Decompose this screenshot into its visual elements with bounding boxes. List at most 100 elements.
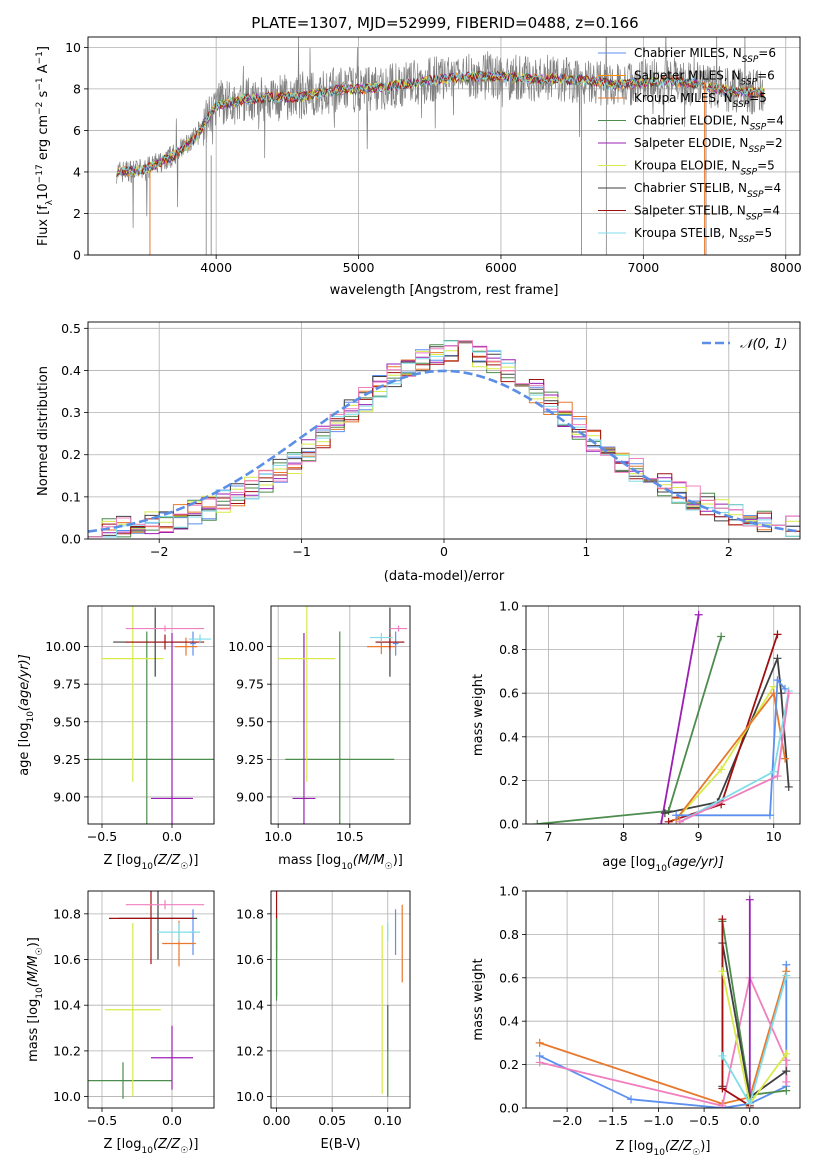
label-part: )] bbox=[188, 853, 198, 868]
label-part: )] bbox=[188, 1137, 198, 1152]
weight-marker bbox=[535, 1038, 544, 1047]
tick-label-y: 9.50 bbox=[53, 714, 81, 729]
tick-label-x: −1 bbox=[292, 544, 310, 559]
label-part: −1 bbox=[35, 77, 45, 90]
weight-line bbox=[660, 614, 700, 824]
tick-label-y: 10.0 bbox=[53, 1089, 81, 1104]
axes-frame bbox=[87, 605, 215, 825]
label-part: Kroupa STELIB, N bbox=[634, 226, 738, 240]
data-point bbox=[88, 631, 214, 824]
model-spectrum bbox=[116, 70, 765, 178]
tick-label-x: 10.5 bbox=[336, 829, 364, 844]
model-spectrum bbox=[116, 71, 765, 178]
weight-marker bbox=[535, 1058, 544, 1067]
data-point bbox=[88, 1062, 172, 1099]
weight-marker bbox=[782, 1067, 791, 1076]
tick-label-x: 4000 bbox=[200, 260, 232, 275]
data-point bbox=[188, 634, 212, 644]
data-point bbox=[392, 631, 399, 656]
label-part: s bbox=[36, 90, 51, 101]
x-axis-label: age [log10(age/yr)] bbox=[602, 855, 724, 874]
label-part: )] bbox=[393, 853, 403, 868]
plot-area bbox=[88, 891, 205, 1099]
tick-label-x: 0.05 bbox=[318, 1113, 346, 1128]
label-part: Salpeter STELIB, N bbox=[634, 204, 746, 218]
label-part: SSP bbox=[746, 213, 763, 223]
tick-label-y: 4 bbox=[73, 164, 81, 179]
label-part: SSP bbox=[733, 100, 750, 110]
label-part: SSP bbox=[747, 190, 764, 200]
label-part: −2 bbox=[35, 102, 45, 115]
weight-marker bbox=[717, 765, 726, 774]
legend-entry: Kroupa MILES, NSSP=5 bbox=[634, 91, 767, 110]
data-point bbox=[174, 637, 198, 656]
x-axis-label: Z [log10(Z/Z☉)] bbox=[104, 1137, 199, 1156]
label-part: ☉ bbox=[180, 1146, 188, 1156]
weight-line bbox=[539, 971, 788, 1105]
label-part: 10 bbox=[655, 864, 667, 874]
tick-label-x: 2 bbox=[725, 544, 733, 559]
plot-area bbox=[116, 37, 765, 255]
label-part: (age/yr)] bbox=[17, 654, 32, 711]
label-part: =4 bbox=[766, 114, 784, 128]
label-part: (M/M bbox=[26, 955, 41, 987]
tick-label-y: 0.0 bbox=[499, 1101, 519, 1116]
tick-label-x: −2.0 bbox=[552, 1113, 582, 1128]
y-axis-label: mass weight bbox=[471, 674, 486, 756]
data-point bbox=[104, 922, 161, 1097]
label-part: (Z/Z bbox=[153, 853, 181, 868]
tick-label-y: 0.0 bbox=[61, 532, 81, 547]
tick-label-y: 10.00 bbox=[45, 639, 81, 654]
label-part: Chabrier MILES, N bbox=[634, 46, 742, 60]
tick-label-y: 9.00 bbox=[53, 789, 81, 804]
weight-marker bbox=[769, 767, 778, 776]
tick-label-x: 8 bbox=[620, 829, 628, 844]
label-part: =5 bbox=[754, 226, 772, 240]
label-part: SSP bbox=[748, 145, 765, 155]
axes-frame bbox=[270, 605, 411, 825]
y-axis-label: Normed distribution bbox=[36, 366, 51, 496]
label-part: Salpeter ELODIE, N bbox=[634, 136, 748, 150]
tick-label-y: 0.6 bbox=[499, 970, 519, 985]
weight-marker bbox=[745, 895, 754, 904]
tick-label-x: 10.0 bbox=[264, 829, 292, 844]
legend-entry: Salpeter ELODIE, NSSP=2 bbox=[634, 136, 783, 155]
plot-area bbox=[535, 895, 791, 1108]
label-part: SSP bbox=[738, 235, 755, 245]
tick-label-y: 0.2 bbox=[499, 773, 519, 788]
weight-marker bbox=[717, 632, 726, 641]
axes-frame bbox=[87, 321, 801, 540]
label-part: =4 bbox=[764, 181, 782, 195]
tick-label-x: 10 bbox=[766, 829, 782, 844]
tick-label-y: 9.50 bbox=[236, 714, 264, 729]
tick-label-y: 9.25 bbox=[236, 752, 264, 767]
tick-label-y: 10.00 bbox=[228, 639, 264, 654]
legend-entry: Salpeter STELIB, NSSP=4 bbox=[634, 204, 780, 223]
tick-label-y: 9.25 bbox=[53, 752, 81, 767]
label-part: Z [log bbox=[104, 853, 142, 868]
legend-entry: Kroupa STELIB, NSSP=5 bbox=[634, 226, 772, 245]
tick-label-y: 0.6 bbox=[499, 686, 519, 701]
label-part: 10 bbox=[26, 711, 36, 723]
label-part: λ bbox=[45, 199, 55, 205]
legend-entry: Chabrier STELIB, NSSP=4 bbox=[634, 181, 781, 200]
weight-marker bbox=[784, 689, 793, 698]
tick-label-y: 10.2 bbox=[236, 1043, 264, 1058]
label-part: =5 bbox=[757, 159, 775, 173]
axes-frame bbox=[525, 890, 801, 1109]
y-axis-label: mass weight bbox=[471, 958, 486, 1040]
label-part: A bbox=[36, 64, 51, 77]
weight-marker bbox=[784, 782, 793, 791]
label-part: (M/M bbox=[353, 853, 385, 868]
data-point bbox=[285, 631, 395, 824]
tick-label-x: 0.0 bbox=[162, 829, 182, 844]
x-axis-label: Z [log10(Z/Z☉)] bbox=[616, 1139, 711, 1158]
normal-curve bbox=[88, 369, 800, 533]
label-part: Z [log bbox=[616, 1139, 654, 1154]
axes-residuals: −2 −1 0 1 2 0.0 0.1 0.2 0.3 0.4 0.5 𝒩(0, 1) (data-mo… bbox=[36, 321, 801, 584]
axes-frame bbox=[87, 890, 215, 1109]
axes-frame bbox=[270, 890, 411, 1109]
model-spectrum bbox=[116, 69, 765, 178]
weight-marker bbox=[664, 817, 673, 824]
